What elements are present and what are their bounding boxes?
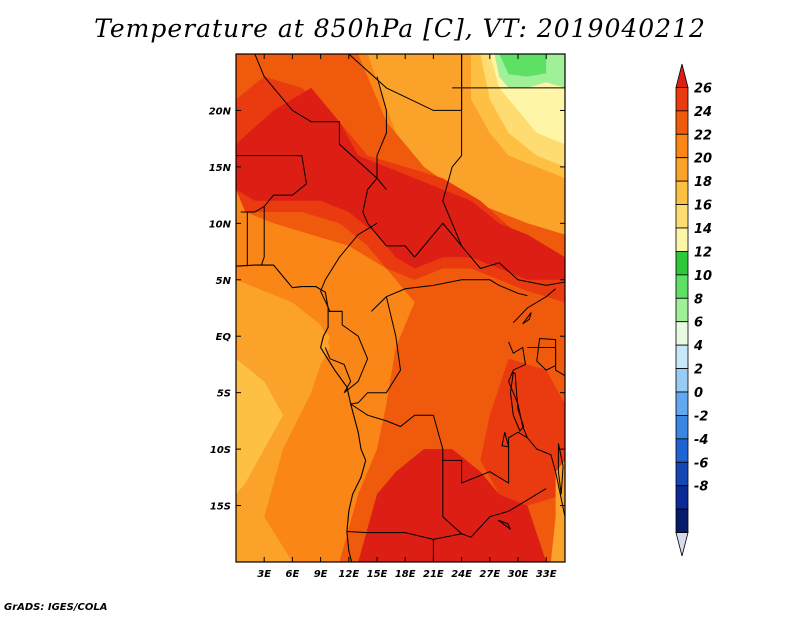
software-credit: GrADS: IGES/COLA <box>4 602 108 613</box>
lat-tick-label: 5N <box>216 276 232 287</box>
lake-outline-0 <box>509 371 525 432</box>
colorbar-level-label: -4 <box>694 433 708 448</box>
lat-tick-label: EQ <box>216 332 232 343</box>
country-border-14 <box>346 531 472 540</box>
country-borders-and-coastline <box>236 54 565 562</box>
lat-tick-label: 15S <box>210 502 231 513</box>
map-frame <box>235 53 566 563</box>
colorbar-level-label: 16 <box>694 199 712 214</box>
colorbar-level-label: 18 <box>694 175 712 190</box>
colorbar-level-label: 8 <box>694 292 703 307</box>
colorbar-swatch-12 <box>675 344 689 369</box>
colorbar-swatch-0 <box>675 63 689 88</box>
colorbar-level-label: 4 <box>693 339 703 354</box>
colorbar-swatch-10 <box>675 297 689 323</box>
lat-tick-label: 20N <box>209 106 232 117</box>
temperature-region-3 <box>236 87 565 280</box>
colorbar-level-label: 24 <box>694 105 712 120</box>
country-border-19 <box>512 288 556 324</box>
colorbar-swatch-11 <box>675 321 689 346</box>
lon-tick-label: 21E <box>423 569 444 580</box>
lon-tick-label: 27E <box>479 569 500 580</box>
temperature-contour-fills <box>236 54 565 562</box>
colorbar-swatch-8 <box>675 251 689 276</box>
lon-tick-label: 18E <box>395 569 416 580</box>
country-border-21 <box>508 381 565 517</box>
colorbar-swatch-16 <box>675 438 689 463</box>
lat-tick-label: 15N <box>209 163 232 174</box>
colorbar-level-label: -2 <box>694 409 708 424</box>
temperature-region-4 <box>358 449 547 562</box>
lon-tick-label: 15E <box>367 569 388 580</box>
axis-ticks: 3E 6E 9E 12E 15E 18E 21E 24E 27E 30E 33E 20N 15N 10N 5… <box>209 54 565 580</box>
lon-tick-label: 9E <box>314 569 328 580</box>
colorbar-swatch-18 <box>675 485 689 510</box>
coastline <box>236 264 367 562</box>
map-title: Temperature at 850hPa [C], VT: 201904021… <box>94 14 706 43</box>
colorbar-level-label: 26 <box>694 81 712 96</box>
colorbar-swatch-7 <box>675 227 689 252</box>
temperature-region-6 <box>236 279 330 540</box>
colorbar-swatch-6 <box>675 204 689 229</box>
lat-tick-label: 5S <box>217 389 231 400</box>
colorbar-swatch-5 <box>675 180 689 205</box>
colorbar-level-label: 10 <box>694 269 712 284</box>
colorbar-swatch-9 <box>675 274 689 299</box>
lat-tick-label: 10S <box>210 445 231 456</box>
lat-tick-label: 10N <box>209 219 232 230</box>
colorbar-swatch-2 <box>675 110 689 135</box>
lake-outline-4 <box>557 443 564 495</box>
colorbar-level-label: 0 <box>694 386 703 401</box>
country-border-15 <box>442 460 462 535</box>
colorbar-level-label: 22 <box>694 128 712 143</box>
temperature-region-7 <box>236 358 283 495</box>
colorbar-swatch-1 <box>675 87 689 112</box>
lake-outline-5 <box>498 519 511 530</box>
lon-tick-label: 24E <box>451 569 472 580</box>
colorbar-level-label: -6 <box>694 456 708 471</box>
colorbar-level-label: 20 <box>694 152 712 167</box>
colorbar-level-label: 2 <box>694 363 703 378</box>
colorbar-level-label: 14 <box>694 222 712 237</box>
lon-tick-label: 33E <box>536 569 557 580</box>
colorbar-swatch-17 <box>675 461 689 487</box>
country-border-17 <box>470 488 547 538</box>
colorbar-level-label: -8 <box>694 480 708 495</box>
country-border-20 <box>527 347 565 377</box>
temperature-region-5 <box>480 358 565 506</box>
lon-tick-label: 6E <box>286 569 300 580</box>
colorbar-swatch-15 <box>675 415 689 440</box>
country-border-3 <box>362 76 415 258</box>
lake-outline-3 <box>501 432 510 448</box>
lon-tick-label: 30E <box>508 569 529 580</box>
country-border-10 <box>414 222 565 286</box>
colorbar-level-label: 6 <box>694 316 703 331</box>
lon-tick-label: 12E <box>338 569 359 580</box>
country-border-4 <box>442 54 463 247</box>
country-border-6 <box>260 206 265 266</box>
colorbar-level-label: 12 <box>694 245 712 260</box>
colorbar-swatch-4 <box>675 157 689 182</box>
lon-tick-label: 3E <box>257 569 271 580</box>
colorbar-swatch-19 <box>675 508 689 533</box>
country-border-11 <box>324 310 369 394</box>
country-border-1 <box>254 54 387 190</box>
colorbar-swatch-20 <box>675 532 689 557</box>
country-border-9 <box>371 279 528 312</box>
country-border-18 <box>508 341 527 382</box>
lake-outline-2 <box>522 312 532 325</box>
lake-outline-1 <box>536 337 557 371</box>
colorbar-swatch-3 <box>675 133 689 159</box>
country-border-12 <box>350 296 402 405</box>
country-border-0 <box>236 155 308 213</box>
temperature-region-12 <box>499 54 547 77</box>
colorbar-swatch-13 <box>675 368 689 393</box>
colorbar-swatch-14 <box>675 391 689 416</box>
